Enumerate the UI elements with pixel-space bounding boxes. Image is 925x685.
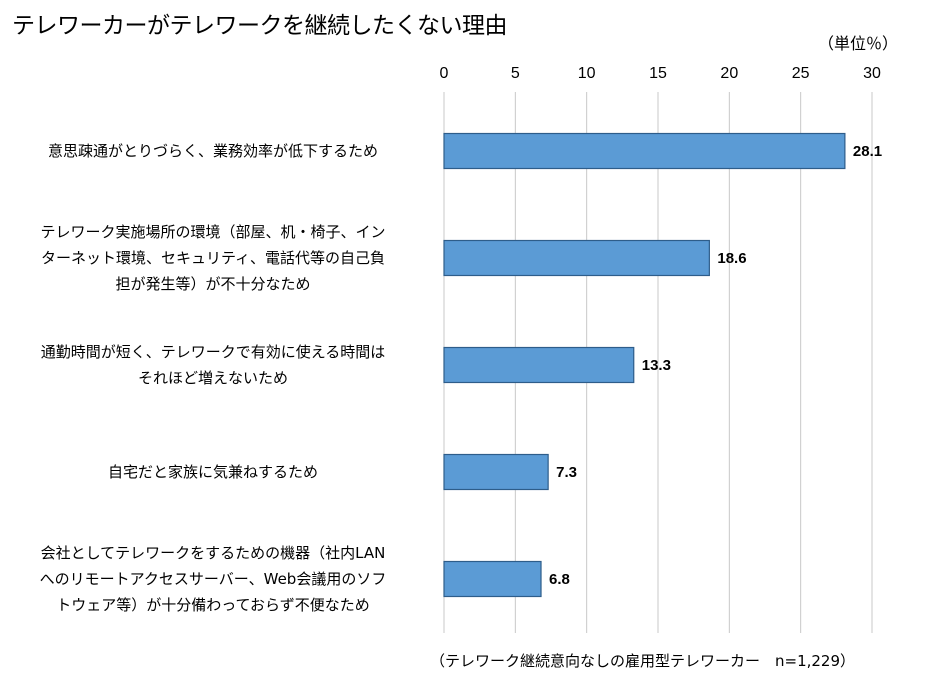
category-label: 会社としてテレワークをするための機器（社内LAN へのリモートアクセスサーバー、… (39, 544, 387, 614)
data-label: 6.8 (549, 571, 570, 588)
data-label: 7.3 (556, 464, 577, 481)
data-label: 13.3 (642, 357, 671, 374)
unit-label: （単位％） (818, 34, 899, 53)
chart-title: テレワーカーがテレワークを継続したくない理由 (12, 13, 508, 39)
bar (443, 346, 635, 384)
category-label: 通勤時間が短く、テレワークで有効に使える時間は それほど増えないため (40, 343, 386, 387)
x-tick-label: 0 (440, 65, 449, 82)
x-tick-label: 10 (578, 65, 596, 82)
category-label: 自宅だと家族に気兼ねするため (107, 463, 318, 481)
x-tick-label: 15 (649, 65, 667, 82)
x-tick-label: 5 (511, 65, 520, 82)
x-tick-label: 30 (863, 65, 881, 82)
sample-note: （テレワーク継続意向なしの雇用型テレワーカー n=1,229） (430, 652, 856, 670)
bar (443, 132, 846, 170)
category-label: テレワーク実施場所の環境（部屋、机・椅子、イン ターネット環境、セキュリティ、電… (40, 223, 386, 293)
data-label: 28.1 (853, 143, 882, 160)
x-tick-label: 25 (792, 65, 810, 82)
bar (443, 560, 542, 598)
category-label: 意思疎通がとりづらく、業務効率が低下するため (47, 142, 378, 160)
bar (443, 239, 710, 277)
data-label: 18.6 (717, 250, 746, 267)
x-tick-label: 20 (720, 65, 738, 82)
bar (443, 453, 549, 491)
